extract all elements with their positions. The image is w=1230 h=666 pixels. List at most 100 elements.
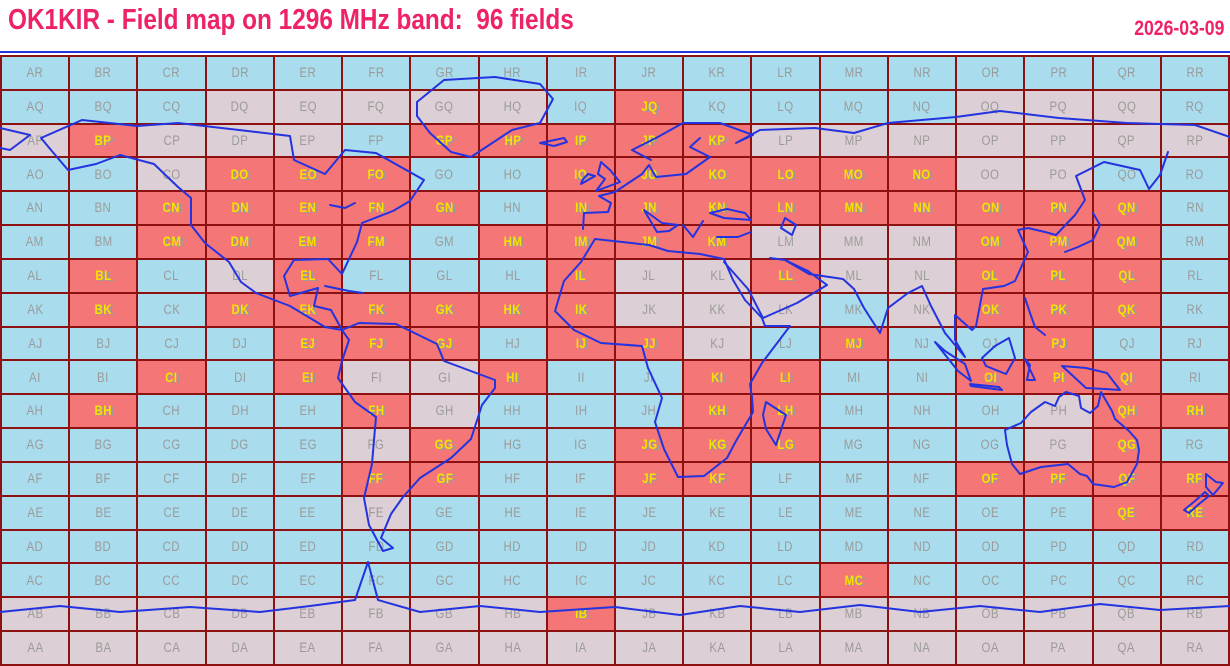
- field-cell-OO: OO: [957, 158, 1026, 193]
- field-label: DH: [231, 403, 249, 419]
- field-label: LN: [777, 200, 794, 216]
- field-cell-QI: QI: [1093, 361, 1162, 396]
- field-label: LH: [777, 403, 794, 419]
- field-label: IN: [574, 200, 588, 216]
- field-label: HQ: [503, 98, 522, 114]
- field-cell-LJ: LJ: [752, 327, 821, 362]
- field-cell-IR: IR: [547, 57, 616, 91]
- field-cell-RP: RP: [1161, 124, 1230, 159]
- field-label: AO: [26, 166, 44, 182]
- field-label: MM: [843, 234, 864, 250]
- field-cell-HD: HD: [479, 530, 548, 565]
- field-label: QR: [1117, 65, 1136, 81]
- field-cell-CK: CK: [138, 293, 207, 328]
- field-cell-QN: QN: [1093, 192, 1162, 227]
- field-cell-RE: RE: [1161, 496, 1230, 531]
- field-cell-ED: ED: [274, 530, 344, 565]
- field-label: LC: [777, 572, 794, 588]
- field-label: EK: [299, 301, 317, 317]
- field-label: IQ: [574, 98, 588, 114]
- field-label: FG: [367, 437, 385, 453]
- field-label: RO: [1185, 166, 1204, 182]
- page-title: OK1KIR - Field map on 1296 MHz band: 96 …: [8, 4, 574, 36]
- field-label: JO: [641, 166, 658, 182]
- field-label: RB: [1186, 606, 1204, 622]
- field-cell-LO: LO: [752, 158, 821, 193]
- field-cell-LN: LN: [752, 192, 821, 227]
- field-cell-AL: AL: [2, 259, 71, 294]
- field-cell-KM: KM: [684, 226, 753, 260]
- field-label: CE: [163, 504, 180, 520]
- field-cell-PM: PM: [1025, 226, 1094, 260]
- field-label: QO: [1117, 166, 1137, 182]
- field-label: JL: [642, 268, 656, 284]
- field-cell-AP: AP: [2, 124, 71, 159]
- field-label: CR: [162, 65, 181, 81]
- field-label: LP: [778, 132, 793, 148]
- field-cell-JN: JN: [615, 192, 685, 227]
- field-label: MA: [844, 640, 863, 656]
- field-cell-EA: EA: [274, 632, 344, 666]
- field-label: NB: [913, 606, 931, 622]
- field-cell-BO: BO: [70, 158, 139, 193]
- field-cell-MO: MO: [820, 158, 889, 193]
- field-label: OC: [981, 572, 1000, 588]
- field-cell-PL: PL: [1025, 259, 1094, 294]
- field-label: QH: [1117, 403, 1136, 419]
- field-cell-AB: AB: [2, 598, 71, 633]
- field-label: LQ: [777, 98, 794, 114]
- field-cell-IP: IP: [547, 124, 616, 159]
- field-cell-GH: GH: [411, 395, 480, 430]
- field-label: OL: [981, 268, 999, 284]
- field-label: RP: [1186, 132, 1204, 148]
- field-cell-DN: DN: [206, 192, 275, 227]
- field-cell-FL: FL: [343, 259, 412, 294]
- field-label: MN: [844, 200, 864, 216]
- field-cell-GQ: GQ: [411, 90, 480, 125]
- field-label: HR: [503, 65, 522, 81]
- field-label: LJ: [779, 335, 793, 351]
- field-cell-BD: BD: [70, 530, 139, 565]
- field-label: BP: [94, 132, 112, 148]
- field-cell-CR: CR: [138, 57, 207, 91]
- field-cell-HB: HB: [479, 598, 548, 633]
- field-label: MO: [844, 166, 864, 182]
- field-cell-DF: DF: [206, 462, 275, 497]
- field-cell-KG: KG: [684, 429, 753, 463]
- field-cell-PR: PR: [1025, 57, 1094, 91]
- field-cell-EE: EE: [274, 496, 344, 531]
- field-label: DG: [230, 437, 249, 453]
- field-cell-OM: OM: [957, 226, 1026, 260]
- field-label: RH: [1186, 403, 1204, 419]
- field-cell-DK: DK: [206, 293, 275, 328]
- field-cell-BH: BH: [70, 395, 139, 430]
- field-label: JF: [641, 471, 657, 487]
- field-label: DK: [231, 301, 249, 317]
- field-label: DN: [231, 200, 249, 216]
- field-cell-OP: OP: [957, 124, 1026, 159]
- field-label: KK: [709, 301, 726, 317]
- field-label: FK: [368, 301, 385, 317]
- field-cell-OD: OD: [957, 530, 1026, 565]
- field-label: AQ: [26, 98, 44, 114]
- field-cell-HE: HE: [479, 496, 548, 531]
- field-cell-RA: RA: [1161, 632, 1230, 666]
- field-cell-GJ: GJ: [411, 327, 480, 362]
- field-label: NM: [912, 234, 932, 250]
- field-cell-GF: GF: [411, 462, 480, 497]
- field-label: PN: [1050, 200, 1067, 216]
- field-cell-NB: NB: [888, 598, 958, 633]
- field-label: CL: [163, 268, 180, 284]
- field-label: JQ: [641, 98, 658, 114]
- field-label: BN: [94, 200, 112, 216]
- field-label: QG: [1117, 437, 1137, 453]
- field-label: KB: [709, 606, 726, 622]
- field-label: LB: [778, 606, 793, 622]
- field-label: RN: [1186, 200, 1204, 216]
- field-cell-QP: QP: [1093, 124, 1162, 159]
- field-cell-HC: HC: [479, 564, 548, 599]
- field-cell-JF: JF: [615, 462, 685, 497]
- field-cell-JE: JE: [615, 496, 685, 531]
- field-label: NL: [914, 268, 930, 284]
- field-cell-HR: HR: [479, 57, 548, 91]
